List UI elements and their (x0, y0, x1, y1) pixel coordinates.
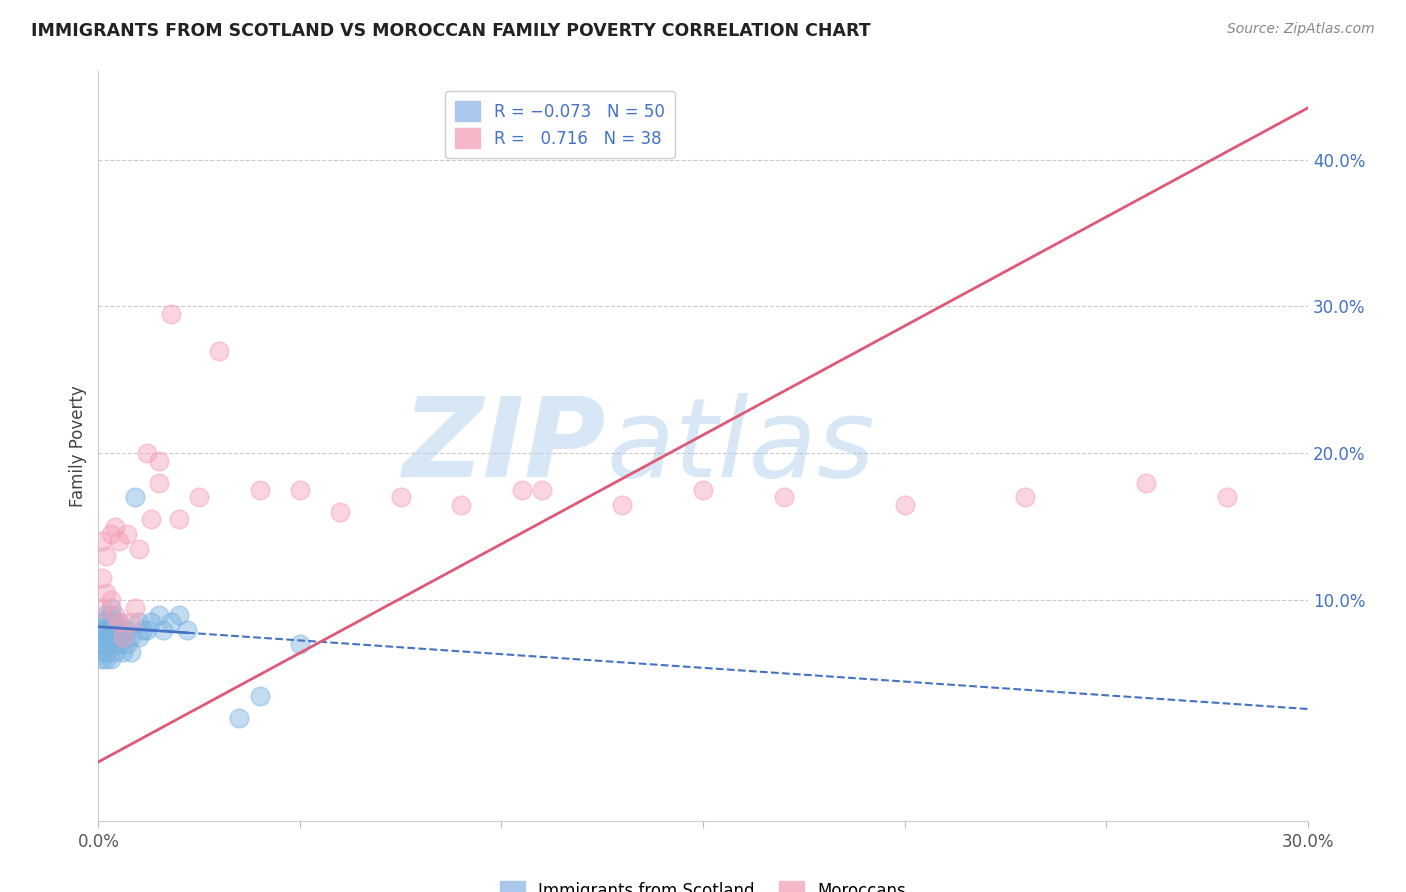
Point (100, 615, 122, 630)
Point (111, 630, 134, 644)
Point (100, 607, 122, 622)
Point (1014, 491, 1036, 505)
Point (96, 637, 118, 651)
Point (176, 623, 198, 637)
Legend: R = −0.073   N = 50, R =   0.716   N = 38: R = −0.073 N = 50, R = 0.716 N = 38 (446, 91, 675, 158)
Point (160, 307, 183, 321)
Point (249, 483, 271, 497)
Text: IMMIGRANTS FROM SCOTLAND VS MOROCCAN FAMILY POVERTY CORRELATION CHART: IMMIGRANTS FROM SCOTLAND VS MOROCCAN FAM… (31, 22, 870, 40)
Point (91, 571, 114, 585)
Point (139, 615, 162, 630)
Point (96, 652, 118, 666)
Point (893, 498, 915, 512)
Point (249, 689, 271, 703)
Point (96, 615, 118, 630)
Point (152, 623, 174, 637)
Point (160, 615, 183, 630)
Point (450, 498, 472, 512)
Point (148, 453, 170, 467)
Point (115, 527, 138, 541)
Point (107, 623, 129, 637)
Text: Source: ZipAtlas.com: Source: ZipAtlas.com (1227, 22, 1375, 37)
Point (111, 623, 134, 637)
Point (132, 623, 155, 637)
Point (111, 645, 134, 659)
Point (612, 498, 634, 512)
Point (510, 483, 533, 497)
Point (115, 637, 138, 651)
Point (96, 586, 118, 600)
Point (148, 607, 170, 622)
Point (167, 607, 190, 622)
Point (288, 483, 311, 497)
Point (128, 630, 150, 644)
Point (96, 630, 118, 644)
Point (100, 637, 122, 651)
Point (91, 623, 114, 637)
Point (96, 645, 118, 659)
Point (91, 534, 114, 549)
Point (91, 630, 114, 644)
Point (91, 652, 114, 666)
Point (692, 483, 714, 497)
Point (128, 541, 150, 556)
Point (100, 652, 122, 666)
Point (530, 483, 553, 497)
Point (135, 623, 157, 637)
Point (188, 491, 211, 505)
Point (103, 637, 125, 651)
Point (208, 343, 231, 358)
Text: ZIP: ZIP (402, 392, 606, 500)
Point (96, 549, 118, 564)
Point (103, 520, 125, 534)
Point (128, 615, 150, 630)
Point (124, 600, 146, 615)
Point (103, 645, 125, 659)
Point (228, 711, 250, 725)
Point (111, 630, 134, 644)
Point (139, 512, 162, 526)
Point (288, 637, 311, 651)
Point (135, 446, 157, 460)
Point (120, 645, 142, 659)
Point (1216, 491, 1239, 505)
Point (107, 534, 129, 549)
Point (120, 615, 142, 630)
Point (115, 623, 138, 637)
Point (100, 600, 122, 615)
Point (103, 630, 125, 644)
Point (91, 637, 114, 651)
Point (329, 505, 352, 519)
Point (91, 645, 114, 659)
Point (91, 615, 114, 630)
Point (100, 527, 122, 541)
Point (103, 615, 125, 630)
Point (120, 630, 142, 644)
Point (100, 623, 122, 637)
Point (772, 491, 794, 505)
Point (91, 600, 114, 615)
Y-axis label: Family Poverty: Family Poverty (69, 385, 87, 507)
Point (107, 637, 129, 651)
Point (167, 512, 190, 526)
Point (389, 491, 412, 505)
Point (103, 607, 125, 622)
Point (124, 491, 146, 505)
Point (100, 593, 122, 607)
Point (107, 615, 129, 630)
Point (100, 630, 122, 644)
Point (107, 615, 129, 630)
Text: atlas: atlas (606, 392, 875, 500)
Point (96, 607, 118, 622)
Point (96, 623, 118, 637)
Point (107, 630, 129, 644)
Point (148, 475, 170, 490)
Point (1135, 475, 1157, 490)
Point (103, 623, 125, 637)
